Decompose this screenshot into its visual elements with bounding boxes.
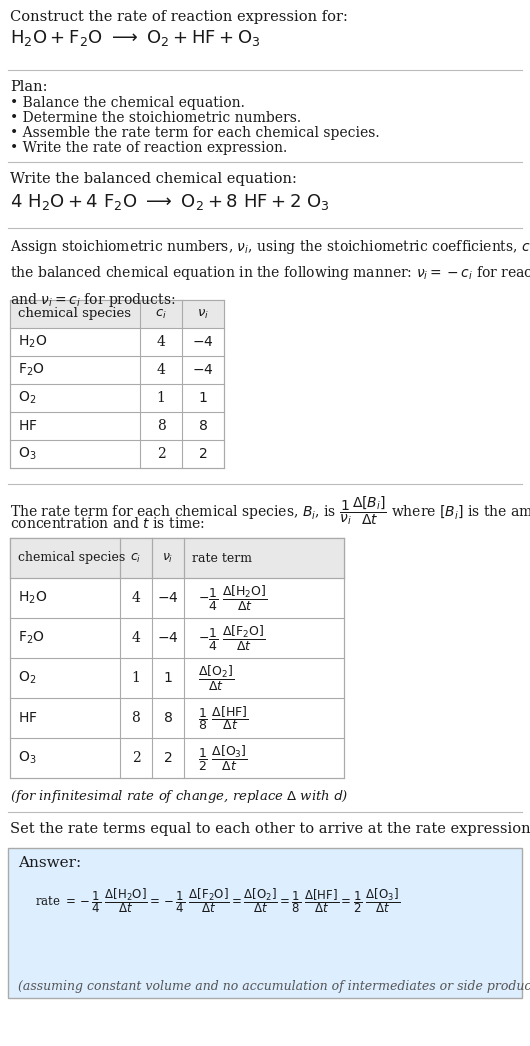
Text: Assign stoichiometric numbers, $\nu_i$, using the stoichiometric coefficients, $: Assign stoichiometric numbers, $\nu_i$, … [10, 238, 530, 309]
Text: $8$: $8$ [198, 419, 208, 433]
Text: • Assemble the rate term for each chemical species.: • Assemble the rate term for each chemic… [10, 126, 379, 140]
Text: $\mathrm{HF}$: $\mathrm{HF}$ [18, 711, 38, 725]
Text: 2: 2 [131, 751, 140, 765]
Text: rate term: rate term [192, 551, 252, 565]
Text: $\nu_i$: $\nu_i$ [197, 308, 209, 320]
Text: Plan:: Plan: [10, 79, 48, 94]
Text: $c_i$: $c_i$ [130, 551, 142, 565]
Text: $2$: $2$ [163, 751, 173, 765]
Text: $-4$: $-4$ [192, 363, 214, 377]
Text: $\mathrm{O_3}$: $\mathrm{O_3}$ [18, 750, 37, 767]
Text: $-4$: $-4$ [157, 631, 179, 645]
Bar [10, 538, 344, 578]
Text: $\dfrac{1}{2}\ \dfrac{\Delta[\mathrm{O_3}]}{\Delta t}$: $\dfrac{1}{2}\ \dfrac{\Delta[\mathrm{O_3… [198, 744, 248, 773]
Text: rate $= -\dfrac{1}{4}\ \dfrac{\Delta[\mathrm{H_2O}]}{\Delta t} = -\dfrac{1}{4}\ : rate $= -\dfrac{1}{4}\ \dfrac{\Delta[\ma… [35, 886, 400, 915]
Text: 4: 4 [131, 591, 140, 605]
Text: $-\dfrac{1}{4}\ \dfrac{\Delta[\mathrm{F_2O}]}{\Delta t}$: $-\dfrac{1}{4}\ \dfrac{\Delta[\mathrm{F_… [198, 623, 266, 653]
Bar [10, 538, 344, 578]
Text: Construct the rate of reaction expression for:: Construct the rate of reaction expressio… [10, 10, 348, 24]
FancyBboxPatch shape [8, 848, 522, 998]
Text: $\mathrm{H_2O}$: $\mathrm{H_2O}$ [18, 334, 47, 350]
Text: $\nu_i$: $\nu_i$ [162, 551, 174, 565]
Text: $8$: $8$ [163, 711, 173, 725]
Text: • Balance the chemical equation.: • Balance the chemical equation. [10, 96, 245, 110]
Text: $\mathrm{F_2O}$: $\mathrm{F_2O}$ [18, 362, 45, 379]
Text: $\mathrm{O_2}$: $\mathrm{O_2}$ [18, 390, 36, 406]
Text: $-\dfrac{1}{4}\ \dfrac{\Delta[\mathrm{H_2O}]}{\Delta t}$: $-\dfrac{1}{4}\ \dfrac{\Delta[\mathrm{H_… [198, 584, 268, 613]
Text: Answer:: Answer: [18, 856, 81, 870]
Text: $1$: $1$ [163, 670, 173, 685]
Text: 1: 1 [156, 391, 165, 405]
Text: $\mathrm{O_3}$: $\mathrm{O_3}$ [18, 446, 37, 462]
Bar [10, 538, 344, 578]
Text: chemical species: chemical species [18, 308, 131, 320]
Text: $c_i$: $c_i$ [155, 308, 167, 320]
Text: Write the balanced chemical equation:: Write the balanced chemical equation: [10, 172, 297, 186]
Text: 8: 8 [157, 419, 165, 433]
Text: 2: 2 [157, 447, 165, 461]
Text: $\mathrm{HF}$: $\mathrm{HF}$ [18, 419, 38, 433]
Text: $\mathrm{4\ H_2O + 4\ F_2O\ \longrightarrow\ O_2 + 8\ HF + 2\ O_3}$: $\mathrm{4\ H_2O + 4\ F_2O\ \longrightar… [10, 192, 330, 212]
Text: concentration and $t$ is time:: concentration and $t$ is time: [10, 516, 205, 531]
Text: $-4$: $-4$ [157, 591, 179, 605]
Bar [10, 538, 344, 778]
Text: $\mathrm{H_2O + F_2O\ \longrightarrow\ O_2 + HF + O_3}$: $\mathrm{H_2O + F_2O\ \longrightarrow\ O… [10, 28, 260, 48]
Text: 8: 8 [131, 711, 140, 725]
Text: $\dfrac{1}{8}\ \dfrac{\Delta[\mathrm{HF}]}{\Delta t}$: $\dfrac{1}{8}\ \dfrac{\Delta[\mathrm{HF}… [198, 704, 249, 732]
Text: Set the rate terms equal to each other to arrive at the rate expression:: Set the rate terms equal to each other t… [10, 822, 530, 836]
Text: $2$: $2$ [198, 447, 208, 461]
Text: $\mathrm{O_2}$: $\mathrm{O_2}$ [18, 669, 36, 686]
Bar [10, 300, 224, 328]
Text: $\mathrm{F_2O}$: $\mathrm{F_2O}$ [18, 630, 45, 646]
Text: 4: 4 [156, 363, 165, 377]
Text: The rate term for each chemical species, $B_i$, is $\dfrac{1}{\nu_i}\dfrac{\Delt: The rate term for each chemical species,… [10, 494, 530, 527]
Text: (assuming constant volume and no accumulation of intermediates or side products): (assuming constant volume and no accumul… [18, 980, 530, 993]
Text: 4: 4 [131, 631, 140, 645]
Text: (for infinitesimal rate of change, replace $\Delta$ with $d$): (for infinitesimal rate of change, repla… [10, 788, 348, 805]
Text: 1: 1 [131, 670, 140, 685]
Text: • Determine the stoichiometric numbers.: • Determine the stoichiometric numbers. [10, 111, 301, 126]
Text: $-4$: $-4$ [192, 335, 214, 349]
Text: chemical species: chemical species [18, 551, 125, 565]
Text: $\mathrm{H_2O}$: $\mathrm{H_2O}$ [18, 590, 47, 607]
Text: • Write the rate of reaction expression.: • Write the rate of reaction expression. [10, 141, 287, 155]
Text: $\dfrac{\Delta[\mathrm{O_2}]}{\Delta t}$: $\dfrac{\Delta[\mathrm{O_2}]}{\Delta t}$ [198, 663, 234, 692]
Bar [10, 300, 224, 468]
Text: 4: 4 [156, 335, 165, 349]
Text: $1$: $1$ [198, 391, 208, 405]
